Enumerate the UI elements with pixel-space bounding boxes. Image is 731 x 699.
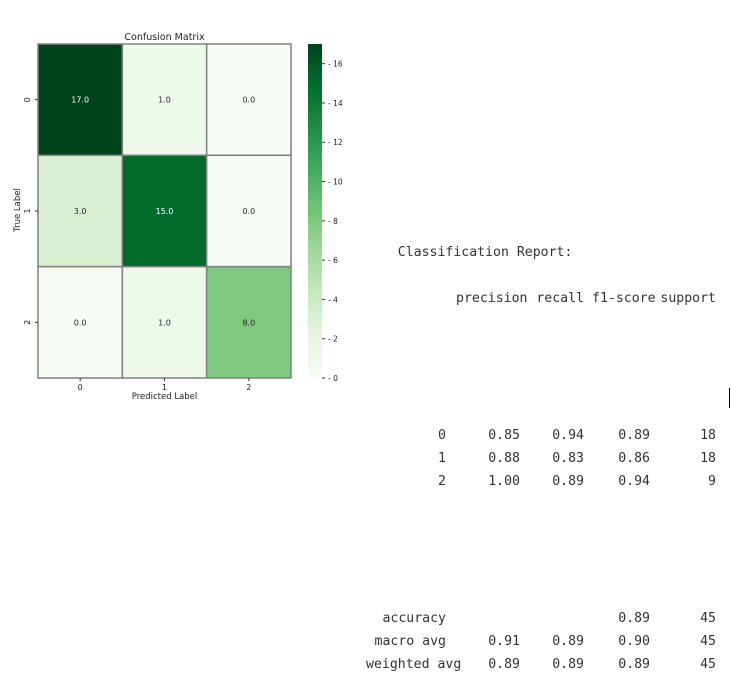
class-row-1: 1 0.88 0.83 0.86 18 bbox=[366, 447, 716, 470]
class-precision-cell: 0.85 bbox=[488, 428, 520, 443]
class-label-cell: 1 bbox=[438, 451, 446, 466]
y-axis-label: True Label bbox=[13, 188, 23, 233]
class-row-2: 2 1.00 0.89 0.94 9 bbox=[366, 470, 716, 493]
cell-value-label-1-2: 0.0 bbox=[242, 207, 255, 216]
colorbar-tick-label-5: - 10 bbox=[328, 178, 343, 187]
colorbar-tick-label-2: - 4 bbox=[328, 295, 338, 304]
colorbar bbox=[308, 44, 322, 378]
summary-row-1: macro avg 0.91 0.89 0.90 45 bbox=[366, 630, 716, 653]
class-recall-cell: 0.83 bbox=[552, 451, 584, 466]
x-tick-label-0: 0 bbox=[78, 383, 83, 392]
class-f1-cell: 0.86 bbox=[618, 451, 650, 466]
summary-f1-cell: 0.89 bbox=[618, 611, 650, 626]
summary-label-cell: accuracy bbox=[382, 611, 446, 626]
cell-value-label-2-1: 1.0 bbox=[158, 318, 171, 327]
header-f1-score: f1-score bbox=[592, 291, 656, 306]
cell-value-label-2-0: 0.0 bbox=[74, 318, 87, 327]
class-label-cell: 0 bbox=[438, 428, 446, 443]
summary-precision-cell: 0.89 bbox=[488, 657, 520, 672]
summary-support-cell: 45 bbox=[700, 634, 716, 649]
summary-support-cell: 45 bbox=[700, 611, 716, 626]
cell-value-label-1-0: 3.0 bbox=[74, 207, 87, 216]
x-axis-label: Predicted Label bbox=[132, 392, 198, 402]
class-support-cell: 18 bbox=[700, 451, 716, 466]
class-precision-cell: 0.88 bbox=[488, 451, 520, 466]
report-header: precision recall f1-score support bbox=[366, 287, 716, 310]
cell-value-label-0-2: 0.0 bbox=[242, 96, 255, 105]
report-title-line: Classification Report: bbox=[366, 218, 573, 260]
class-f1-cell: 0.89 bbox=[618, 428, 650, 443]
class-row-0: 0 0.85 0.94 0.89 18 bbox=[366, 424, 716, 447]
colorbar-tick-label-7: - 14 bbox=[328, 99, 343, 108]
class-f1-cell: 0.94 bbox=[618, 474, 650, 489]
y-tick-label-2: 2 bbox=[23, 320, 32, 325]
summary-row-2: weighted avg 0.89 0.89 0.89 45 bbox=[366, 653, 716, 676]
report-title: Classification Report: bbox=[397, 245, 573, 260]
class-precision-cell: 1.00 bbox=[488, 474, 520, 489]
page-edge-marker bbox=[729, 388, 730, 408]
summary-recall-cell: 0.89 bbox=[552, 634, 584, 649]
summary-label-cell: weighted avg bbox=[366, 657, 462, 672]
heatmap-cell-0-1 bbox=[121, 43, 208, 157]
summary-label-cell: macro avg bbox=[374, 634, 446, 649]
class-label-cell: 2 bbox=[438, 474, 446, 489]
chart-title: Confusion Matrix bbox=[124, 32, 205, 43]
summary-recall-cell: 0.89 bbox=[552, 657, 584, 672]
header-support: support bbox=[660, 291, 716, 306]
colorbar-tick-label-1: - 2 bbox=[328, 335, 338, 344]
summary-row-0: accuracy 0.89 45 bbox=[366, 607, 716, 630]
confusion-matrix-figure: Confusion Matrix 17.0 1.0 0.0 3.0 15.0 0.0 0.0… bbox=[13, 32, 343, 402]
colorbar-tick-label-3: - 6 bbox=[328, 256, 338, 265]
colorbar-tick-label-8: - 16 bbox=[328, 60, 343, 69]
colorbar-tick-label-4: - 8 bbox=[328, 217, 338, 226]
header-recall: recall bbox=[536, 291, 584, 306]
class-recall-cell: 0.94 bbox=[552, 428, 584, 443]
cell-value-label-1-1: 15.0 bbox=[156, 207, 174, 216]
summary-precision-cell: 0.91 bbox=[488, 634, 520, 649]
x-tick-label-2: 2 bbox=[246, 383, 251, 392]
class-support-cell: 18 bbox=[700, 428, 716, 443]
colorbar-tick-label-0: - 0 bbox=[328, 374, 338, 383]
class-recall-cell: 0.89 bbox=[552, 474, 584, 489]
heatmap-cell-2-0 bbox=[37, 265, 124, 379]
y-tick-label-0: 0 bbox=[23, 97, 32, 102]
heatmap-cell-1-2 bbox=[205, 154, 292, 268]
summary-f1-cell: 0.90 bbox=[618, 634, 650, 649]
heatmap-cell-2-2 bbox=[205, 265, 292, 379]
cell-value-label-0-1: 1.0 bbox=[158, 96, 171, 105]
colorbar-tick-label-6: - 12 bbox=[328, 138, 343, 147]
heatmap-cell-1-1 bbox=[121, 154, 208, 268]
classification-report: Classification Report: precision recall … bbox=[366, 172, 716, 699]
summary-support-cell: 45 bbox=[700, 657, 716, 672]
summary-f1-cell: 0.89 bbox=[618, 657, 650, 672]
y-tick-label-1: 1 bbox=[23, 208, 32, 213]
cell-value-label-2-2: 8.0 bbox=[242, 318, 255, 327]
header-precision: precision bbox=[456, 291, 528, 306]
x-tick-label-1: 1 bbox=[162, 383, 167, 392]
cell-value-label-0-0: 17.0 bbox=[71, 96, 89, 105]
class-support-cell: 9 bbox=[708, 474, 716, 489]
